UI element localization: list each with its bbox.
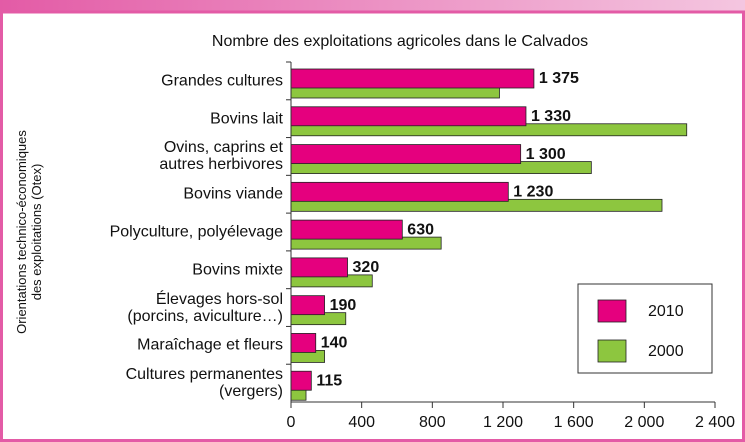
category-label: Bovins viande (183, 185, 283, 203)
value-label: 1 375 (539, 70, 579, 87)
legend-label: 2000 (648, 343, 684, 360)
x-tick-label: 800 (419, 414, 446, 431)
bar (290, 333, 317, 353)
category-label: Cultures permanentes (vergers) (125, 366, 283, 401)
bar (290, 257, 348, 278)
x-tick-label: 1 200 (483, 414, 523, 431)
x-tick-label: 1 600 (554, 414, 594, 431)
bar (290, 295, 325, 316)
category-label: Bovins lait (210, 110, 283, 128)
chart-title: Nombre des exploitations agricoles dans … (212, 33, 588, 50)
x-tick-label: 2 000 (624, 414, 664, 431)
category-label: Ovins, caprins et autres herbivores (159, 139, 283, 174)
value-label: 115 (316, 372, 342, 389)
value-label: 190 (330, 297, 357, 314)
category-label: Grandes cultures (161, 72, 283, 90)
frame (0, 10, 745, 442)
x-tick-label: 0 (287, 414, 296, 431)
legend-swatch (597, 299, 627, 323)
legend-swatch (597, 339, 627, 363)
value-label: 320 (353, 259, 380, 276)
category-label: Maraîchage et fleurs (137, 336, 283, 354)
bar (290, 144, 522, 164)
bar (290, 219, 403, 240)
bar (290, 181, 509, 202)
x-tick-label: 400 (348, 414, 375, 431)
value-label: 1 230 (513, 184, 553, 201)
bar (290, 106, 527, 127)
y-axis-label: Orientations technico-économiquesdes exp… (14, 130, 44, 334)
top-band (0, 0, 745, 12)
category-label: Bovins mixte (192, 261, 283, 279)
value-label: 1 330 (531, 108, 571, 125)
category-label: Élevages hors-sol (porcins, aviculture…) (127, 290, 283, 325)
x-tick-label: 2 400 (695, 414, 735, 431)
value-label: 1 300 (526, 146, 566, 163)
legend-label: 2010 (648, 303, 684, 320)
value-label: 630 (407, 221, 434, 238)
category-label: Polyculture, polyélevage (109, 223, 283, 241)
bar (290, 68, 535, 89)
bar (290, 370, 312, 391)
value-label: 140 (321, 335, 348, 352)
